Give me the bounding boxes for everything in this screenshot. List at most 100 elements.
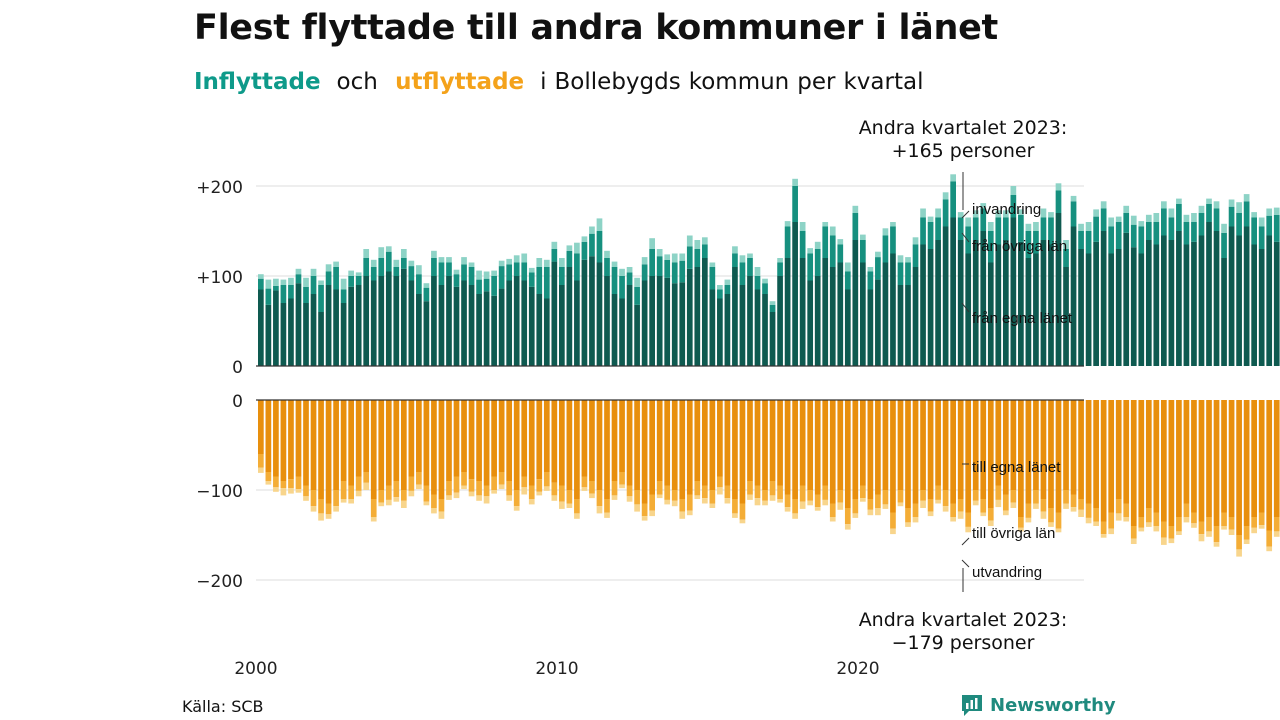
bar-in-segment (965, 226, 972, 254)
bar-in-segment (318, 280, 324, 285)
bar-in-segment (543, 259, 550, 267)
bar-out-segment (1183, 517, 1190, 523)
bar-in-segment (1078, 249, 1084, 366)
bar-in-segment (611, 261, 618, 267)
bar-out-segment (965, 512, 972, 527)
bar-out-segment (453, 492, 460, 499)
bar-in-segment (476, 270, 482, 280)
bar-in-segment (777, 262, 783, 276)
bar-in-segment (844, 271, 851, 290)
bar-in-segment (596, 262, 603, 366)
bar-out-segment (1236, 549, 1242, 557)
bar-in-segment (792, 186, 798, 222)
bar-out-segment (694, 495, 701, 499)
bar-in-segment (446, 276, 452, 366)
y-tick-label: −200 (196, 572, 243, 592)
bar-in-segment (491, 270, 497, 276)
annotation-top-line1: Andra kvartalet 2023: (859, 117, 1068, 139)
bar-in-segment (641, 257, 648, 265)
bar-in-segment (717, 289, 723, 299)
newsworthy-logo: Newsworthy (960, 693, 1116, 717)
bar-out-segment (754, 400, 761, 486)
bar-in-segment (882, 228, 889, 236)
bar-out-segment (1025, 503, 1032, 518)
bar-out-segment (1130, 400, 1137, 526)
bar-in-segment (303, 303, 309, 366)
bar-out-segment (1130, 526, 1137, 539)
bar-out-segment (1002, 494, 1009, 511)
bar-out-segment (258, 467, 264, 473)
bar-in-segment (784, 258, 791, 366)
bar-in-segment (1010, 186, 1017, 195)
bar-in-segment (611, 294, 618, 366)
bar-in-segment (1161, 208, 1167, 236)
bar-out-segment (370, 400, 377, 499)
bar-in-segment (664, 254, 671, 260)
bar-in-segment (950, 181, 956, 218)
bar-in-segment (1176, 204, 1182, 231)
bar-out-segment (461, 485, 467, 490)
bar-out-segment (844, 508, 851, 525)
bar-out-segment (882, 400, 889, 490)
bar-in-segment (619, 276, 625, 299)
bar-out-segment (438, 511, 445, 519)
bar-in-segment (905, 285, 911, 366)
bar-out-segment (875, 400, 881, 495)
bar-out-segment (596, 400, 603, 490)
bar-out-segment (822, 400, 829, 486)
bar-out-segment (1221, 526, 1227, 530)
bar-out-segment (799, 501, 806, 509)
bar-out-segment (1198, 400, 1205, 522)
bar-out-segment (852, 513, 859, 518)
bar-in-segment (1243, 226, 1250, 366)
bar-in-segment (799, 258, 806, 366)
bar-in-segment (1002, 240, 1009, 366)
bar-in-segment (589, 226, 595, 234)
bar-out-segment (694, 400, 701, 481)
bar-in-segment (1183, 222, 1190, 245)
bar-in-segment (814, 241, 821, 249)
bar-in-segment (852, 205, 859, 213)
bar-in-segment (1123, 213, 1130, 233)
bar-in-segment (732, 253, 738, 267)
bar-in-segment (875, 279, 881, 366)
bar-in-segment (438, 285, 445, 366)
bar-out-segment (1213, 526, 1220, 543)
bar-out-segment (882, 504, 889, 509)
bar-out-segment (1010, 490, 1017, 503)
bar-in-segment (589, 256, 595, 366)
bar-in-segment (829, 226, 836, 236)
bar-in-segment (920, 244, 926, 366)
bar-out-segment (1070, 507, 1077, 512)
x-tick-label: 2010 (535, 659, 578, 679)
legend-leader (961, 232, 970, 243)
subtitle-word: kommun (688, 69, 790, 95)
bar-out-segment (1002, 400, 1009, 495)
bar-in-segment (596, 231, 603, 263)
bar-out-segment (310, 490, 317, 507)
bar-in-segment (1251, 217, 1257, 245)
bar-out-segment (724, 485, 731, 499)
legend-label-fran-ovriga-lan: från övriga län (972, 238, 1067, 255)
bar-in-segment (543, 267, 550, 299)
bar-out-segment (378, 502, 385, 507)
bar-out-segment (1243, 539, 1250, 544)
bar-out-segment (1251, 400, 1257, 517)
bar-out-segment (1176, 517, 1182, 532)
bar-out-segment (694, 481, 701, 496)
bar-in-segment (972, 240, 979, 366)
bar-in-segment (1115, 249, 1122, 366)
bar-in-segment (1040, 208, 1047, 218)
bar-in-segment (1191, 222, 1197, 242)
bar-in-segment (318, 312, 324, 366)
bar-out-segment (589, 400, 595, 481)
bar-out-segment (1040, 499, 1047, 512)
bar-out-segment (423, 501, 430, 506)
bar-out-segment (476, 495, 482, 501)
bar-in-segment (385, 251, 392, 272)
bar-in-segment (792, 178, 798, 186)
bar-in-segment (468, 285, 475, 366)
subtitle-utflyttade: utflyttade (395, 69, 525, 95)
bar-in-segment (363, 276, 370, 366)
bar-in-segment (965, 217, 972, 227)
